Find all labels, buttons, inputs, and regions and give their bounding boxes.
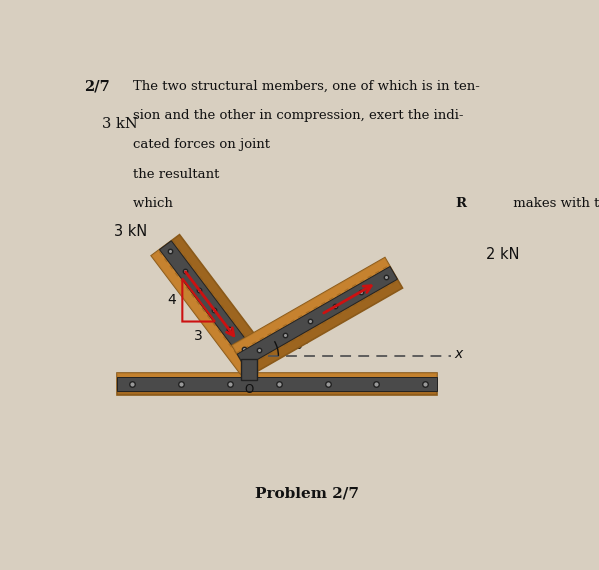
Text: 3: 3 [194,329,203,343]
Text: O: O [244,383,253,396]
Text: which: which [133,197,177,210]
Polygon shape [117,377,437,392]
Text: R: R [455,197,467,210]
Polygon shape [237,267,397,367]
Text: 3 kN: 3 kN [102,117,138,131]
Polygon shape [152,235,269,374]
Text: 30°: 30° [288,339,310,352]
Text: makes with the positive: makes with the positive [509,197,599,210]
Text: 2 kN: 2 kN [486,247,519,262]
Polygon shape [167,235,269,362]
Polygon shape [159,241,261,368]
Text: cated forces on joint: cated forces on joint [133,139,274,152]
Text: the resultant: the resultant [133,168,223,181]
Text: 4: 4 [167,293,176,307]
Polygon shape [241,360,257,380]
Polygon shape [117,373,437,377]
Text: sion and the other in compression, exert the indi-: sion and the other in compression, exert… [133,109,464,122]
Text: 3 kN: 3 kN [114,224,147,239]
Polygon shape [232,258,403,376]
Polygon shape [152,244,256,374]
Text: 2/7: 2/7 [84,80,110,94]
Polygon shape [232,258,395,362]
Polygon shape [117,373,437,396]
Polygon shape [117,391,437,396]
Text: The two structural members, one of which is in ten-: The two structural members, one of which… [133,80,480,93]
Polygon shape [242,274,403,376]
Text: x: x [455,347,463,361]
Text: Problem 2/7: Problem 2/7 [255,486,359,500]
